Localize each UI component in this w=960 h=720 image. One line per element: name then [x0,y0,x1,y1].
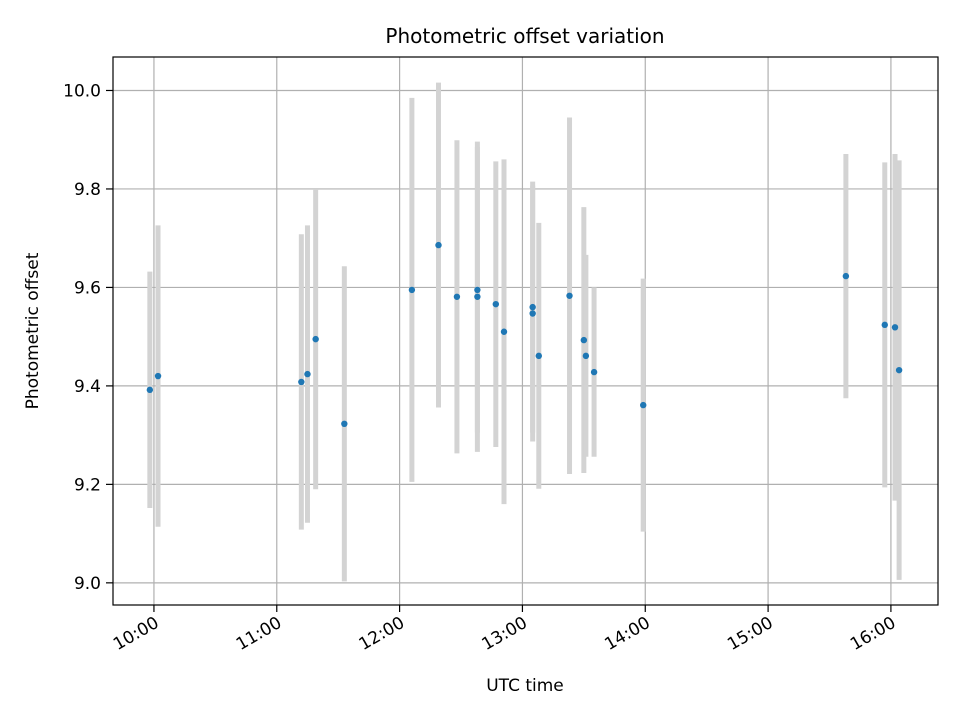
y-tick-label: 9.0 [74,574,101,594]
data-point [895,366,903,374]
data-point [304,370,311,378]
data-point [582,352,590,360]
data-point [529,310,536,317]
data-point [298,378,305,386]
data-point [529,303,536,311]
data-point [566,292,573,299]
plot-frame [112,56,939,606]
data-point [408,286,416,294]
data-point [492,300,500,308]
data-point [435,241,442,249]
y-axis-ticks: 9.0 9.2 9.4 9.6 9.8 10.0 [63,81,113,594]
y-tick-label: 10.0 [63,81,101,101]
data-point [474,293,481,300]
y-tick-label: 9.8 [74,180,101,200]
data-points [146,241,903,428]
y-tick-label: 9.4 [74,377,101,397]
data-point [842,272,850,280]
data-point [891,324,899,331]
chart-title: Photometric offset variation [385,24,664,48]
data-point [535,352,543,360]
data-point [453,293,461,300]
data-point [640,401,647,409]
data-point [590,368,598,376]
data-point [341,420,348,428]
data-point [154,372,162,380]
data-point [500,328,508,335]
y-tick-label: 9.2 [74,475,101,495]
data-point [580,336,588,344]
data-point [474,286,481,294]
x-axis-title: UTC time [486,676,564,696]
data-point [146,386,154,394]
y-axis-title: Photometric offset [23,252,43,409]
y-tick-label: 9.6 [74,278,101,298]
data-point [881,321,888,329]
data-point [312,335,319,343]
